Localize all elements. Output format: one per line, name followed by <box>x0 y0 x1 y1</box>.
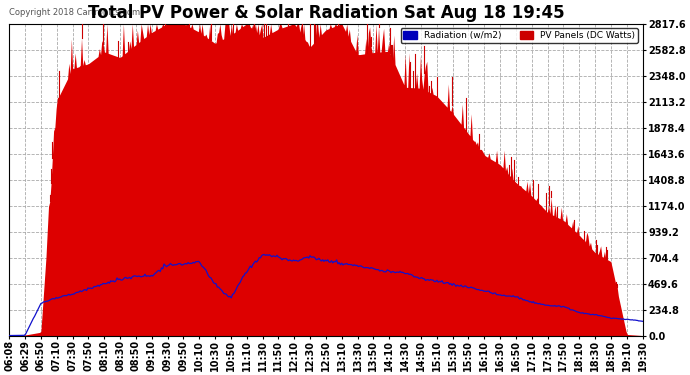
Title: Total PV Power & Solar Radiation Sat Aug 18 19:45: Total PV Power & Solar Radiation Sat Aug… <box>88 4 564 22</box>
Text: Copyright 2018 Cartronics.com: Copyright 2018 Cartronics.com <box>9 9 140 18</box>
Legend: Radiation (w/m2), PV Panels (DC Watts): Radiation (w/m2), PV Panels (DC Watts) <box>400 28 638 43</box>
